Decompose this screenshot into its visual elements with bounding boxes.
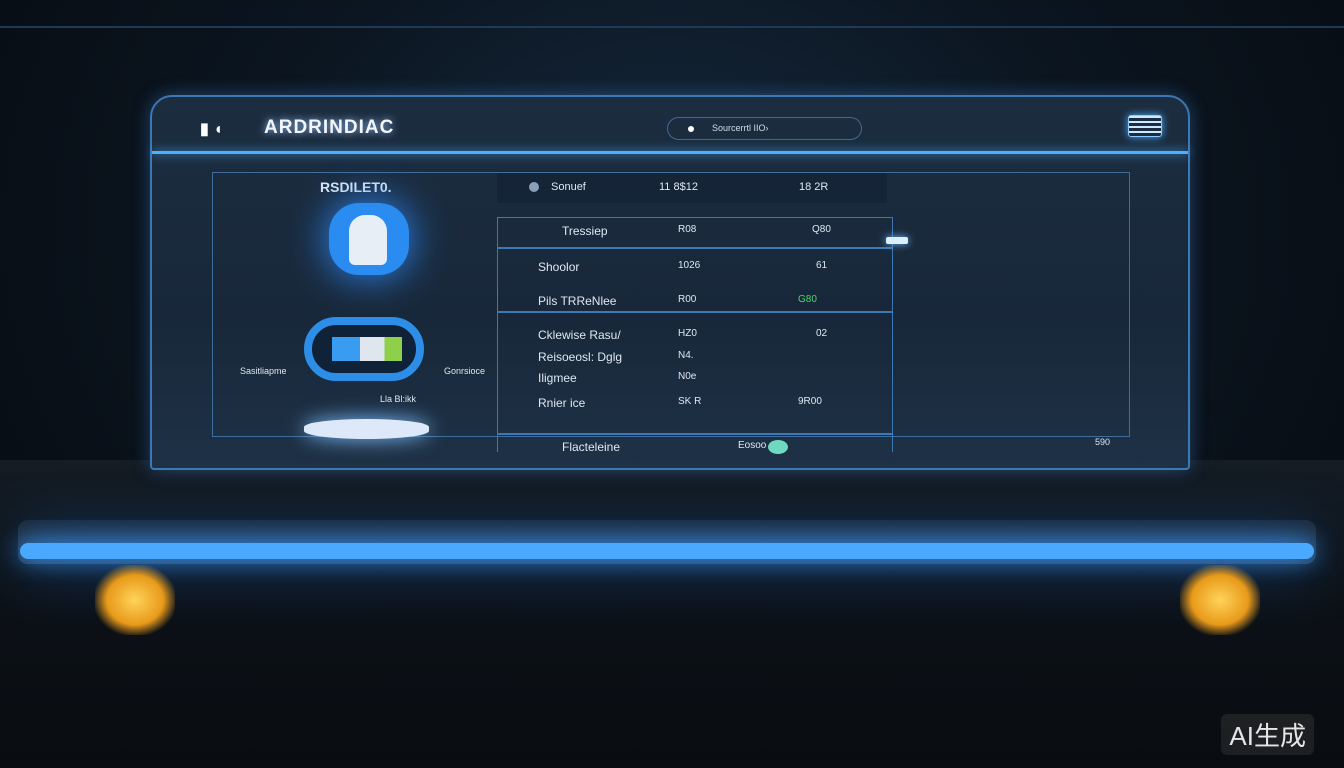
cell-v1: N0e (678, 371, 697, 382)
cell-v1: 1026 (678, 260, 701, 271)
summary-name: Sonuef (551, 181, 586, 193)
table-footer[interactable]: Flacteleine Eosoo (498, 440, 892, 460)
left-panel: RSDILET0. Sasitliapme Gonrsioce Lla Bl:i… (212, 171, 495, 439)
cell-name: Reisoeosl: Dglg (538, 350, 623, 364)
header-name: Tressiep (562, 224, 608, 238)
cell-v2: 02 (816, 328, 828, 339)
table-header: Tressiep R08 Q80 (498, 224, 892, 244)
header-v1: R08 (678, 224, 697, 235)
hamburger-menu-icon[interactable] (1128, 115, 1162, 137)
table-row[interactable]: Rnier ice SK R 9R00 (498, 396, 892, 416)
table-row[interactable]: Iligmee N0e (498, 371, 892, 391)
cell-v1: HZ0 (678, 328, 697, 339)
search-text: Sourcerrtl IIO› (712, 123, 769, 133)
cell-name: Cklewise Rasu/ (538, 328, 621, 342)
light-strip (20, 543, 1314, 559)
table-row[interactable]: Reisoeosl: Dglg N4. (498, 350, 892, 370)
cell-name: Shoolor (538, 260, 580, 274)
shield-icon (329, 203, 409, 275)
logo-icon: ▮ ◖ (200, 121, 223, 138)
platform-icon (304, 419, 429, 439)
content-frame (212, 172, 1130, 437)
header-divider (152, 151, 1188, 154)
summary-row[interactable]: Sonuef 11 8$12 18 2R (497, 173, 887, 203)
floor (0, 460, 1344, 768)
right-lamp (1180, 565, 1260, 635)
search-input[interactable]: Sourcerrtl IIO› (667, 117, 862, 140)
app-title: ARDRINDIAC (264, 117, 395, 138)
cell-v2: 9R00 (798, 396, 822, 407)
label-bottom: Lla Bl:ikk (380, 394, 417, 404)
footer-name: Flacteleine (562, 440, 621, 454)
user-icon (529, 182, 539, 192)
corner-text: 590 (1094, 437, 1110, 447)
table-row[interactable]: Pils TRReNlee R00 G80 (498, 294, 892, 314)
cell-v1: SK R (678, 396, 702, 407)
holographic-panel: ▮ ◖ ARDRINDIAC Sourcerrtl IIO› 590 (150, 95, 1190, 470)
table-row[interactable]: Shoolor 1026 61 (498, 260, 892, 280)
cell-v2: 61 (816, 260, 828, 271)
label-right: Gonrsioce (444, 366, 486, 376)
divider (498, 247, 892, 249)
divider (498, 311, 892, 313)
brain-icon (768, 440, 788, 454)
divider (498, 433, 892, 435)
cell-v2: G80 (798, 294, 817, 305)
left-panel-heading: RSDILET0. (320, 179, 392, 195)
cell-v1: R00 (678, 294, 697, 305)
cell-v1: N4. (678, 350, 694, 361)
header-v2: Q80 (812, 224, 831, 235)
data-table: Tressiep R08 Q80 Shoolor 1026 61 Pils TRReNl… (497, 217, 893, 454)
watermark: AI生成 (1221, 714, 1314, 755)
ceiling-line (0, 26, 1344, 28)
summary-value-1: 11 8$12 (659, 181, 698, 193)
summary-value-2: 18 2R (799, 181, 829, 193)
search-icon (688, 126, 694, 132)
cell-name: Pils TRReNlee (538, 294, 617, 308)
toggle-badge[interactable] (304, 317, 424, 381)
left-lamp (95, 565, 175, 635)
cell-name: Iligmee (538, 371, 577, 385)
label-left: Sasitliapme (240, 366, 287, 376)
cell-name: Rnier ice (538, 396, 586, 410)
table-row[interactable]: Cklewise Rasu/HZ0 02 (498, 328, 892, 348)
scroll-handle[interactable] (886, 237, 908, 244)
footer-v1: Eosoo (738, 440, 767, 451)
